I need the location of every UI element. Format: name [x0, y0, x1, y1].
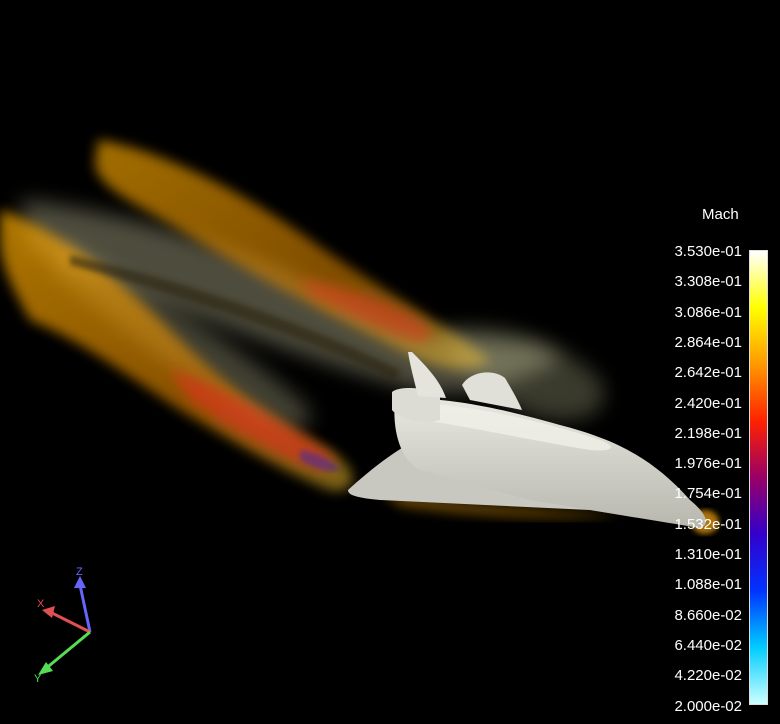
wake-streaks [70, 255, 400, 380]
upper-plume-core [300, 280, 431, 342]
colorbar-tick-label: 3.308e-01 [674, 273, 742, 291]
colorbar-tick-label: 3.530e-01 [674, 243, 742, 260]
colorbar-tick-label: 1.532e-01 [674, 515, 742, 533]
colorbar-tick-label: 1.754e-01 [674, 485, 742, 503]
space-shuttle [348, 352, 706, 528]
shuttle-fuselage [394, 398, 706, 528]
z-axis-label: Z [76, 566, 83, 578]
colorbar-tick-label: 1.088e-01 [674, 576, 742, 594]
colorbar [749, 250, 768, 705]
colorbar-tick-label: 8.660e-02 [674, 606, 742, 624]
colorbar-title: Mach [702, 206, 739, 223]
mach-isosurfaces [0, 140, 719, 534]
lower-plume-core [170, 370, 334, 471]
under-wing-glow [380, 490, 620, 517]
y-axis [43, 630, 91, 672]
x-axis-label: X [37, 598, 45, 610]
colorbar-tick-label: 4.220e-02 [674, 667, 742, 685]
x-axis-arrowhead [42, 606, 55, 618]
colorbar-tick-label: 6.440e-02 [674, 636, 742, 654]
orientation-axes: Z X Y [34, 566, 92, 685]
z-axis-arrowhead [74, 576, 86, 588]
colorbar-tick-label: 2.198e-01 [674, 424, 742, 442]
colorbar-tick-label: 3.086e-01 [674, 303, 742, 321]
x-axis [49, 610, 91, 634]
shuttle-tail-fin [408, 352, 446, 398]
colorbar-tick-label: 2.420e-01 [674, 394, 742, 412]
colorbar-tick-label: 1.976e-01 [674, 455, 742, 473]
shuttle-payload-bay [410, 402, 611, 451]
lower-plume-vortex [300, 450, 340, 472]
colorbar-tick-label: 2.642e-01 [674, 364, 742, 382]
y-axis-label: Y [34, 673, 42, 685]
colorbar-tick-label: 1.310e-01 [674, 546, 742, 563]
colorbar-tick-label: 2.000e-02 [674, 697, 742, 715]
y-axis-arrowhead [38, 662, 53, 675]
z-axis [78, 584, 92, 633]
shuttle-cockpit [462, 372, 522, 410]
colorbar-tick-label: 2.864e-01 [674, 333, 742, 351]
low-mach-haze-3 [440, 327, 604, 420]
